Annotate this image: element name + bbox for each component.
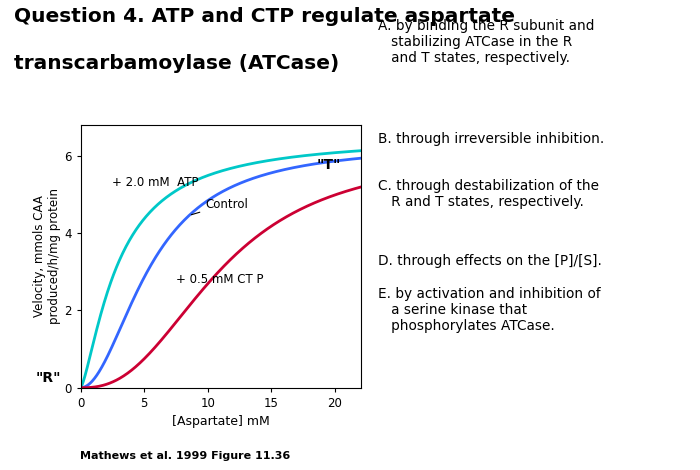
Text: Question 4. ATP and CTP regulate aspartate: Question 4. ATP and CTP regulate asparta… <box>14 7 515 26</box>
Text: Control: Control <box>191 198 248 215</box>
Text: transcarbamoylase (ATCase): transcarbamoylase (ATCase) <box>14 54 340 73</box>
Y-axis label: Velocity, mmols CAA
produced/h/mg protein: Velocity, mmols CAA produced/h/mg protei… <box>33 188 61 324</box>
Text: Mathews et al. 1999 Figure 11.36: Mathews et al. 1999 Figure 11.36 <box>80 451 290 461</box>
Text: D. through effects on the [P]/[S].: D. through effects on the [P]/[S]. <box>378 254 602 268</box>
Text: A. by binding the R subunit and
   stabilizing ATCase in the R
   and T states, : A. by binding the R subunit and stabiliz… <box>378 19 594 65</box>
Text: + 0.5 mM CT P: + 0.5 mM CT P <box>176 273 263 286</box>
Text: "R": "R" <box>36 371 62 385</box>
X-axis label: [Aspartate] mM: [Aspartate] mM <box>172 415 270 428</box>
Text: C. through destabilization of the
   R and T states, respectively.: C. through destabilization of the R and … <box>378 179 599 209</box>
Text: B. through irreversible inhibition.: B. through irreversible inhibition. <box>378 132 604 146</box>
Text: "T": "T" <box>316 158 341 172</box>
Text: + 2.0 mM  ATP: + 2.0 mM ATP <box>112 176 199 189</box>
Text: E. by activation and inhibition of
   a serine kinase that
   phosphorylates ATC: E. by activation and inhibition of a ser… <box>378 287 601 333</box>
